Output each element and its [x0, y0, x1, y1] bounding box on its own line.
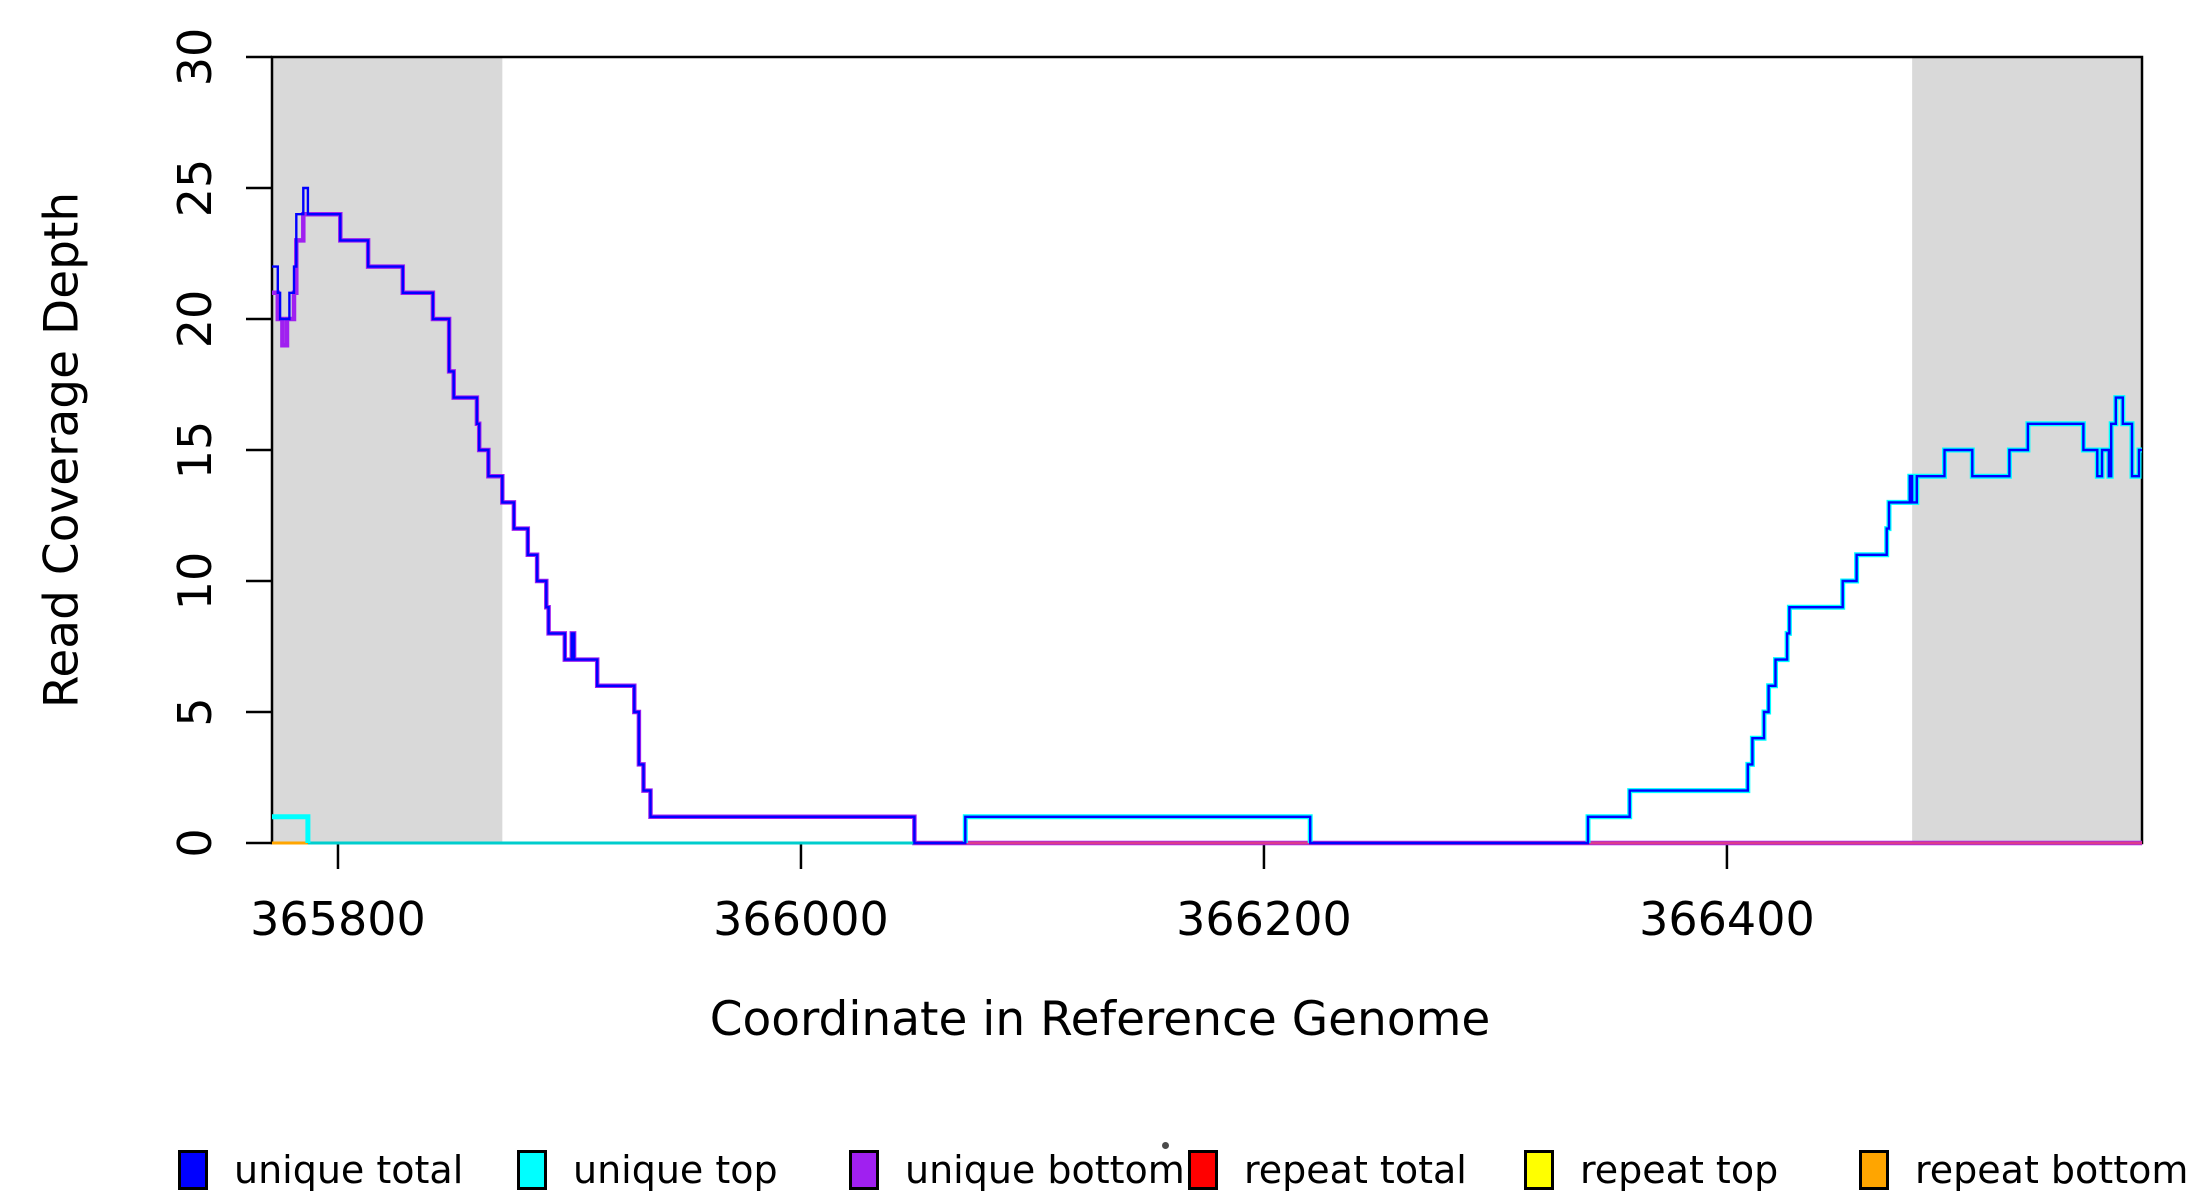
legend-swatch-repeat-bottom [1859, 1150, 1889, 1190]
legend-label: repeat total [1244, 1148, 1467, 1192]
legend: unique total unique top unique bottom repea… [0, 1148, 2200, 1200]
legend-item-unique-bottom: unique bottom [849, 1148, 1185, 1192]
x-tick-label: 366000 [713, 892, 889, 946]
legend-label: repeat bottom [1915, 1148, 2189, 1192]
shaded-region-0 [272, 57, 503, 843]
y-tick-label: 0 [168, 828, 222, 857]
legend-swatch-unique-bottom [849, 1150, 879, 1190]
legend-item-unique-top: unique top [517, 1148, 778, 1192]
series-unique-total [272, 186, 2142, 845]
legend-item-repeat-total: repeat total [1188, 1148, 1467, 1192]
x-tick-label: 365800 [250, 892, 426, 946]
plot-box [270, 55, 2144, 845]
legend-swatch-unique-top [517, 1150, 547, 1190]
y-tick-label: 10 [168, 552, 222, 611]
legend-swatch-repeat-top [1524, 1150, 1554, 1190]
legend-swatch-unique-total [178, 1150, 208, 1190]
series-unique-top [962, 814, 1313, 843]
series-unique-bottom [272, 211, 2142, 846]
legend-label: unique top [573, 1148, 778, 1192]
legend-item-repeat-bottom: repeat bottom [1859, 1148, 2188, 1192]
y-tick-label: 20 [168, 290, 222, 349]
x-tick-label: 366200 [1176, 892, 1352, 946]
x-tick-label: 366400 [1639, 892, 1815, 946]
legend-label: repeat top [1580, 1148, 1779, 1192]
y-tick-label: 25 [168, 159, 222, 218]
series-unique-top [272, 814, 311, 843]
y-tick-label: 5 [168, 697, 222, 726]
x-axis-label: Coordinate in Reference Genome [709, 992, 1491, 1047]
legend-swatch-repeat-total [1188, 1150, 1218, 1190]
y-tick-label: 30 [168, 28, 222, 87]
y-axis-label: Read Coverage Depth [34, 191, 90, 709]
legend-item-repeat-top: repeat top [1524, 1148, 1778, 1192]
stray-dot [1162, 1142, 1169, 1149]
y-tick-label: 15 [168, 421, 222, 480]
legend-label: unique total [234, 1148, 464, 1192]
legend-item-unique-total: unique total [178, 1148, 463, 1192]
legend-label: unique bottom [905, 1148, 1185, 1192]
